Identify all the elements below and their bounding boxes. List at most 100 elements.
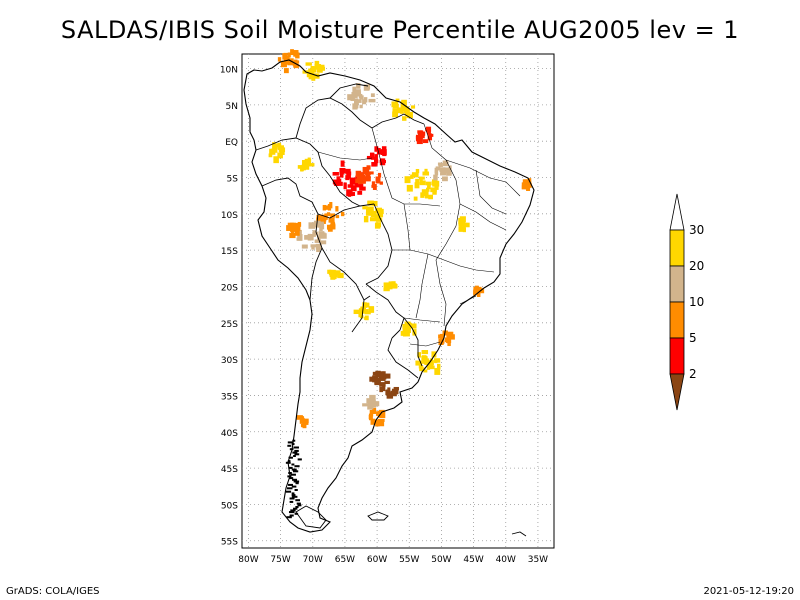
percentile-cell <box>371 156 376 160</box>
percentile-cell <box>440 172 447 176</box>
percentile-cell <box>402 326 410 333</box>
legend-swatch <box>669 265 685 303</box>
percentile-cell <box>363 176 371 182</box>
fjord-mark <box>286 487 293 490</box>
percentile-cell <box>447 331 454 336</box>
percentile-cell <box>426 130 431 135</box>
percentile-cell <box>371 162 377 167</box>
percentile-cell <box>362 206 368 210</box>
percentile-cell <box>402 106 409 110</box>
fjord-mark <box>288 466 293 469</box>
percentile-cell <box>368 98 376 103</box>
legend-top-triangle <box>669 193 685 231</box>
percentile-cell <box>415 360 423 366</box>
percentile-cell <box>374 377 381 385</box>
percentile-cell <box>365 84 371 90</box>
lon-label: 60W <box>367 555 387 565</box>
percentile-cell <box>318 232 326 238</box>
percentile-cell <box>367 200 373 206</box>
percentile-cell <box>310 244 318 248</box>
percentile-cell <box>297 222 302 227</box>
percentile-cell <box>426 363 431 370</box>
percentile-cell <box>434 358 441 363</box>
percentile-cell <box>377 208 384 215</box>
percentile-cell <box>428 133 434 137</box>
percentile-cell <box>379 411 386 419</box>
percentile-cell <box>350 97 355 102</box>
percentile-cell <box>404 176 411 184</box>
percentile-cell <box>363 167 370 175</box>
percentile-cell <box>387 392 394 399</box>
fjord-mark <box>294 488 298 491</box>
continent-outline <box>243 59 535 533</box>
fjord-mark <box>287 475 292 478</box>
percentile-cell <box>392 111 399 118</box>
percentile-cell <box>410 174 414 179</box>
percentile-cell <box>305 62 312 66</box>
percentile-cell <box>363 97 368 103</box>
percentile-cell <box>383 288 390 292</box>
percentile-cell <box>434 170 439 176</box>
percentile-cell <box>315 243 322 250</box>
percentile-cell <box>393 389 399 395</box>
percentile-cell <box>283 68 289 74</box>
percentile-cell <box>410 323 417 329</box>
percentile-cell <box>277 57 282 62</box>
chile-fjords <box>285 439 302 519</box>
percentile-cell <box>411 105 416 109</box>
percentile-cell <box>400 105 405 111</box>
percentile-cell <box>347 184 354 188</box>
percentile-cell <box>362 403 369 407</box>
fjord-mark <box>288 456 293 459</box>
percentile-cell <box>374 214 381 222</box>
percentile-cell <box>359 104 363 109</box>
percentile-cell <box>359 95 364 100</box>
percentile-cell <box>358 312 363 318</box>
fjord-mark <box>291 495 298 498</box>
percentile-cell <box>307 233 312 241</box>
percentile-cell <box>382 373 387 380</box>
percentile-cell <box>319 224 323 231</box>
fjord-mark <box>285 490 292 493</box>
percentile-cell <box>414 182 420 189</box>
state-borders <box>317 123 521 347</box>
percentile-cell <box>395 98 400 103</box>
percentile-cell <box>442 176 448 182</box>
percentile-cell <box>402 116 407 121</box>
percentile-cell <box>367 406 374 410</box>
lat-label: EQ <box>225 138 238 148</box>
percentile-cell <box>330 213 336 218</box>
percentile-cell <box>287 52 291 58</box>
percentile-cell <box>354 182 360 186</box>
percentile-cell <box>319 217 325 221</box>
percentile-cell <box>356 83 361 89</box>
percentile-cell <box>473 287 480 292</box>
percentile-cell <box>328 269 333 276</box>
percentile-cell <box>268 153 273 158</box>
percentile-cell <box>321 220 326 224</box>
fjord-mark <box>287 460 291 463</box>
percentile-cell <box>379 373 384 380</box>
percentile-cell <box>428 194 433 200</box>
percentile-cell <box>297 234 303 241</box>
map-title: SALDAS/IBIS Soil Moisture Percentile AUG… <box>60 16 740 44</box>
percentile-cell <box>365 207 372 215</box>
percentile-cell <box>290 222 297 229</box>
percentile-cell <box>374 160 378 166</box>
percentile-cell <box>411 172 419 178</box>
percentile-cell <box>430 187 437 193</box>
fjord-mark <box>293 480 300 483</box>
percentile-cell <box>391 281 396 285</box>
fjord-mark <box>296 502 301 505</box>
percentile-cell <box>372 184 377 190</box>
percentile-cell <box>377 172 382 178</box>
percentile-cell <box>427 185 431 190</box>
percentile-cell <box>391 388 397 394</box>
percentile-cell <box>366 398 373 404</box>
percentile-cell <box>437 162 442 166</box>
percentile-cell <box>370 93 375 98</box>
percentile-cell <box>308 163 315 167</box>
percentile-cell <box>310 65 314 70</box>
percentile-cell <box>374 222 381 229</box>
lon-label: 45W <box>463 555 483 565</box>
